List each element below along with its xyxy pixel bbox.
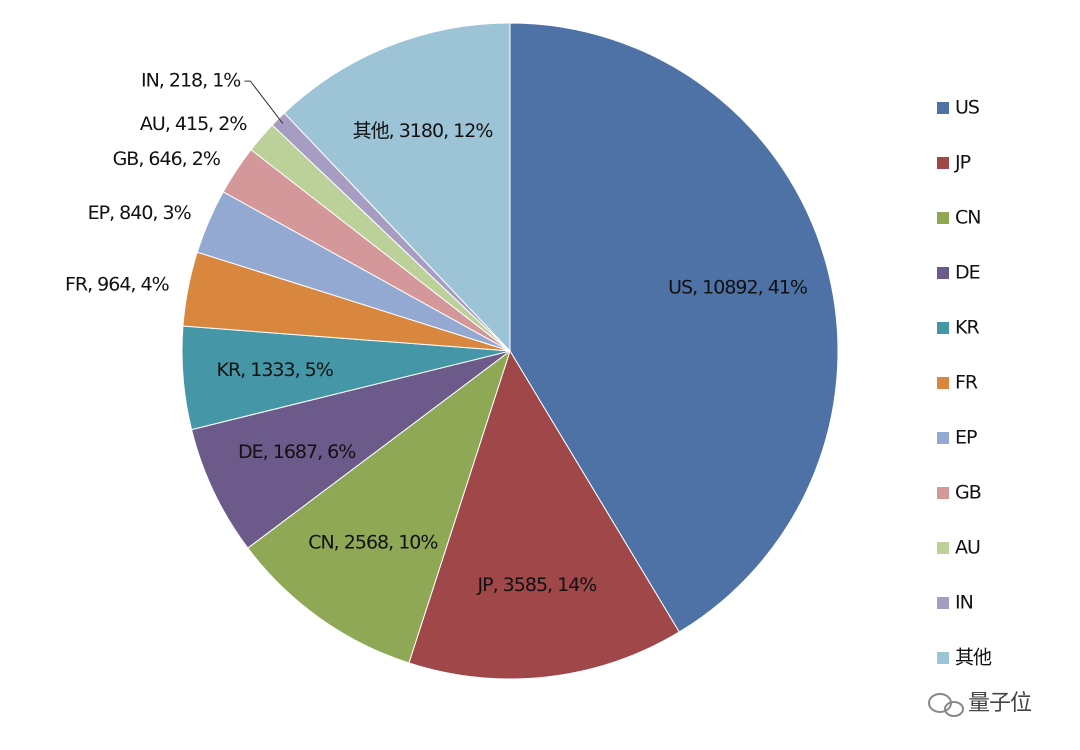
pie-slice bbox=[509, 22, 839, 633]
legend-label: IN bbox=[955, 592, 973, 614]
data-label: AU, 415, 2% bbox=[140, 113, 246, 135]
legend-swatch bbox=[937, 212, 949, 224]
watermark: 量子位 bbox=[968, 691, 1031, 716]
legend-label: AU bbox=[955, 537, 980, 559]
legend-label: KR bbox=[955, 317, 979, 339]
watermark-icon bbox=[928, 693, 964, 717]
legend-label: 其他 bbox=[955, 647, 992, 669]
legend-swatch bbox=[937, 652, 949, 664]
legend-swatch bbox=[937, 322, 949, 334]
legend-label: JP bbox=[954, 152, 971, 174]
legend-swatch bbox=[937, 487, 949, 499]
data-label: IN, 218, 1% bbox=[141, 70, 240, 92]
legend-swatch bbox=[937, 157, 949, 169]
pie-slice bbox=[247, 349, 511, 664]
legend-swatch bbox=[937, 102, 949, 114]
legend-swatch bbox=[937, 432, 949, 444]
data-label: FR, 964, 4% bbox=[65, 273, 169, 295]
data-label: 其他, 3180, 12% bbox=[353, 120, 493, 142]
legend-swatch bbox=[937, 267, 949, 279]
legend-label: CN bbox=[955, 207, 980, 229]
data-label: GB, 646, 2% bbox=[113, 148, 220, 170]
legend-label: GB bbox=[955, 482, 981, 504]
leader-line bbox=[244, 80, 284, 124]
legend-swatch bbox=[937, 377, 949, 389]
pie-slice bbox=[190, 350, 511, 549]
data-label: EP, 840, 3% bbox=[88, 202, 191, 224]
data-label: KR, 1333, 5% bbox=[216, 359, 332, 381]
data-label: CN, 2568, 10% bbox=[308, 532, 437, 554]
legend-swatch bbox=[937, 597, 949, 609]
legend-label: EP bbox=[955, 427, 977, 449]
pie-slice bbox=[408, 349, 680, 680]
data-label: DE, 1687, 6% bbox=[238, 441, 355, 463]
legend-label: FR bbox=[955, 372, 978, 394]
legend-label: DE bbox=[955, 262, 980, 284]
legend-label: US bbox=[955, 97, 979, 119]
data-label: JP, 3585, 14% bbox=[477, 574, 597, 596]
data-label: US, 10892, 41% bbox=[668, 276, 807, 298]
legend-swatch bbox=[937, 542, 949, 554]
pie-slice bbox=[283, 22, 511, 353]
